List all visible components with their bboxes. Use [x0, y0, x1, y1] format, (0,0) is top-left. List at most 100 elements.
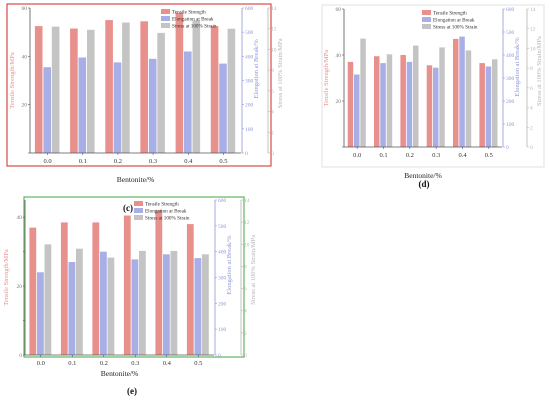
bar-right1-0 [43, 67, 51, 153]
bar-left-2 [105, 20, 113, 153]
x-tick-label: 0.2 [406, 152, 414, 159]
right1-tick-label: 500 [245, 30, 254, 36]
right2-axis-title: Stress at 100% Strain/MPa [536, 36, 543, 106]
right2-tick-label: 4 [271, 110, 274, 116]
bar-right1-4 [459, 36, 465, 147]
left-axis-title: Tensile Strength/MPa [3, 249, 10, 306]
right2-tick-label: 6 [530, 86, 533, 92]
right2-tick-label: 0 [530, 145, 533, 151]
bar-left-5 [479, 63, 485, 147]
left-tick-label: 40 [17, 215, 23, 221]
right1-tick-label: 600 [218, 198, 227, 204]
x-axis-title: Bentonite/% [404, 171, 442, 180]
right1-tick-label: 200 [506, 99, 515, 105]
legend-label: Stress at 100% Strain [145, 216, 190, 222]
right1-tick-label: 300 [245, 79, 254, 85]
legend-label: Elongation at Break [145, 209, 187, 215]
x-tick-label: 0.3 [149, 158, 157, 165]
legend-label: Stress at 100% Strain [433, 25, 478, 31]
right1-tick-label: 0 [218, 353, 221, 359]
bar-right2-2 [107, 257, 115, 355]
left-tick-label: 20 [22, 103, 28, 109]
bar-left-4 [155, 210, 163, 355]
left-axis-title: Tensile Strength/MPa [323, 50, 330, 107]
x-tick-label: 0.4 [163, 360, 172, 367]
bar-left-5 [210, 26, 219, 154]
right1-axis-title: Elongation at Break/% [253, 39, 260, 99]
right2-tick-label: 12 [271, 27, 277, 33]
bar-right1-0 [37, 272, 44, 355]
right2-tick-label: 6 [271, 89, 274, 95]
right1-tick-label: 200 [218, 301, 227, 307]
legend-swatch [134, 208, 143, 213]
left-tick-label: 40 [22, 54, 28, 60]
bar-left-2 [400, 55, 406, 147]
bar-left-4 [453, 38, 459, 147]
bar-left-0 [347, 61, 354, 147]
bar-left-0 [34, 26, 43, 154]
right2-axis-title: Stress at 100% Strain/MPa [250, 235, 257, 305]
bar-right2-4 [170, 250, 178, 355]
panel-label: (d) [419, 179, 430, 189]
right2-tick-label: 2 [530, 125, 533, 131]
x-tick-label: 0.1 [379, 152, 387, 159]
right2-axis-title: Stress at 100% Strain/MPa [277, 38, 284, 108]
x-tick-label: 0.3 [432, 152, 440, 159]
right1-tick-label: 300 [506, 76, 515, 82]
legend-swatch [161, 16, 170, 21]
bar-left-0 [29, 227, 37, 355]
bar-right1-4 [184, 51, 192, 153]
bar-left-1 [70, 28, 78, 153]
left-tick-label: 0 [19, 353, 22, 359]
legend-swatch [422, 17, 431, 22]
bar-right2-0 [360, 38, 366, 147]
x-tick-label: 0.1 [79, 158, 87, 165]
right2-tick-label: 12 [530, 27, 536, 33]
bar-right2-5 [227, 28, 236, 154]
bar-right2-5 [492, 59, 498, 147]
bar-right1-0 [354, 74, 360, 147]
left-axis-title: Tensile Strength/MPa [9, 52, 16, 109]
right2-tick-label: 12 [244, 220, 250, 226]
right1-tick-label: 600 [245, 6, 254, 12]
left-tick-label: 20 [17, 284, 23, 290]
legend-swatch [161, 9, 170, 14]
x-tick-label: 0.2 [100, 360, 108, 367]
bar-right1-5 [485, 66, 492, 147]
legend-label: Elongation at Break [433, 18, 475, 24]
left-tick-label: 60 [336, 7, 342, 13]
bar-left-1 [60, 222, 68, 355]
legend-label: Tensile Strength [172, 10, 206, 16]
x-tick-label: 0.5 [219, 158, 227, 165]
bar-left-3 [140, 21, 148, 153]
bar-right1-3 [148, 58, 157, 154]
bar-left-5 [186, 224, 194, 355]
right1-tick-label: 0 [506, 145, 509, 151]
legend-label: Elongation at Break [172, 17, 214, 23]
bar-right1-1 [68, 262, 76, 355]
right1-axis-title: Elongation at Break/% [226, 235, 233, 295]
right1-tick-label: 400 [506, 53, 515, 59]
bar-right2-3 [139, 250, 146, 355]
left-tick-label: 60 [22, 6, 28, 12]
panel-label: (c) [123, 203, 133, 213]
right1-tick-label: 300 [218, 276, 227, 282]
bar-right2-3 [157, 32, 165, 153]
bar-right2-2 [413, 45, 419, 147]
x-tick-label: 0.0 [37, 360, 45, 367]
right1-tick-label: 200 [245, 103, 254, 109]
chart-frame [23, 196, 245, 358]
bar-right1-5 [194, 258, 202, 355]
bar-right2-0 [51, 26, 60, 154]
bar-right2-0 [44, 244, 52, 355]
right2-tick-label: 8 [271, 68, 274, 74]
bar-right2-1 [87, 29, 95, 154]
bar-right2-4 [465, 50, 472, 147]
x-tick-label: 0.2 [114, 158, 122, 165]
left-tick-label: 20 [336, 99, 342, 105]
legend-swatch [134, 215, 143, 220]
bar-right1-2 [100, 251, 107, 355]
